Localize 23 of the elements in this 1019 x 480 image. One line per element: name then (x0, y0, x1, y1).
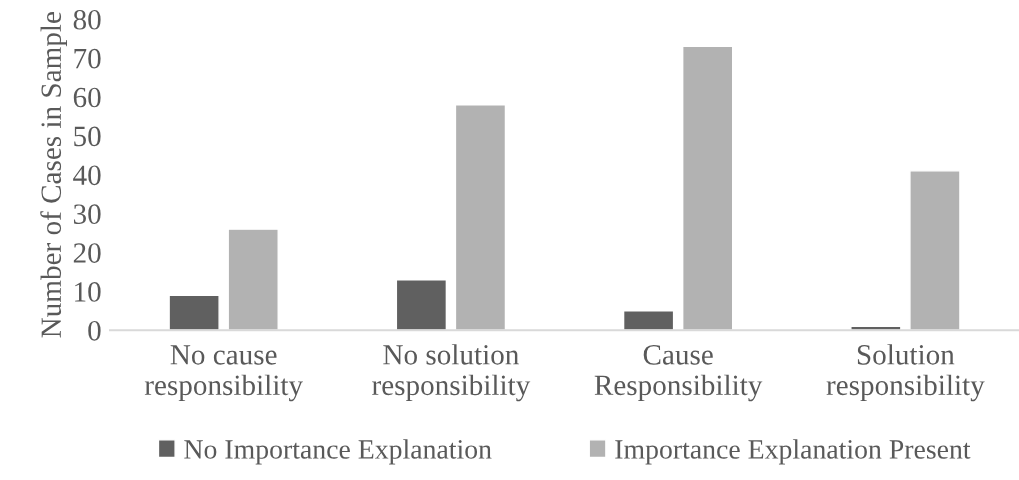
bar (622, 310, 675, 331)
legend-label: Importance Explanation Present (615, 439, 971, 465)
y-tick-label: 80 (73, 9, 101, 30)
bar (681, 45, 734, 331)
bar (395, 279, 448, 331)
legend-label: No Importance Explanation (184, 439, 492, 465)
y-tick-label: 10 (75, 282, 101, 302)
bar (454, 104, 507, 331)
x-tick-label: Cause Responsibility (594, 345, 763, 402)
y-tick-label: 50 (74, 126, 101, 147)
y-tick-label: 0 (88, 320, 101, 341)
x-tick-label: No solution responsibility (372, 344, 531, 402)
x-tick-label: No cause responsibility (144, 345, 303, 402)
y-tick-label: 40 (73, 165, 101, 186)
y-tick-label: 60 (73, 87, 101, 108)
y-tick-label: 70 (74, 48, 101, 69)
x-tick-label: Solution responsibility (826, 344, 985, 402)
y-tick-label: 20 (73, 243, 101, 263)
bar (909, 170, 961, 331)
bar (227, 228, 279, 331)
bar (168, 294, 220, 331)
y-tick-label: 30 (73, 204, 101, 225)
y-axis-title: Number of Cases in Sample (40, 12, 67, 338)
